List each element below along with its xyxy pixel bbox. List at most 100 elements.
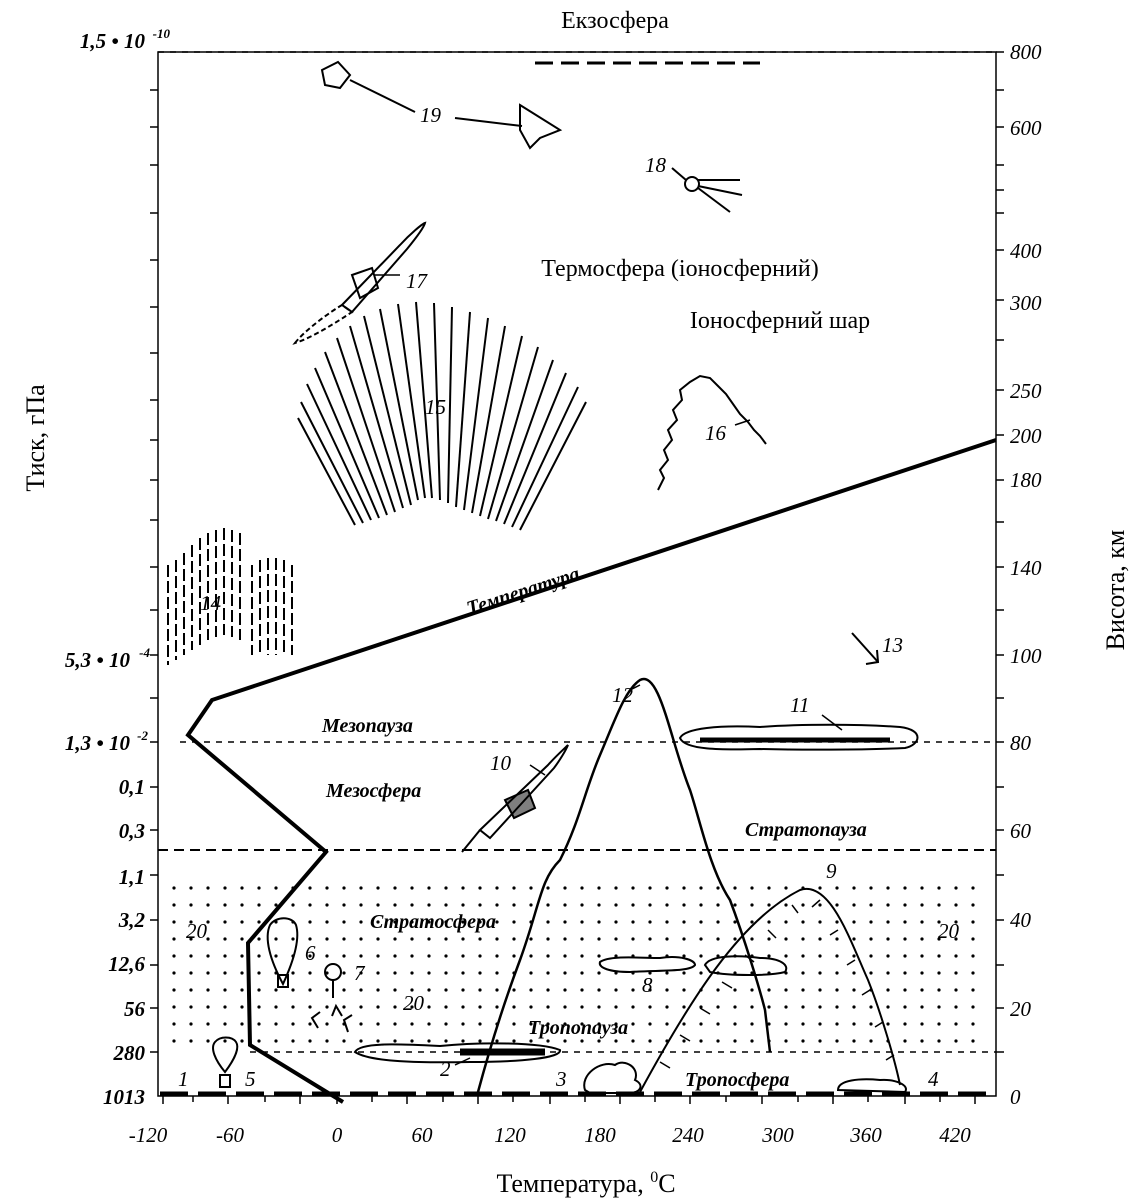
tropopause-label: Тропопауза bbox=[528, 1017, 628, 1039]
rocket-17 bbox=[292, 221, 427, 345]
object-numbers: 1 2 3 4 5 6 7 8 9 10 11 12 13 14 15 16 1… bbox=[178, 103, 960, 1091]
number-15: 15 bbox=[425, 395, 446, 419]
mesosphere-label: Мезосфера bbox=[325, 780, 421, 802]
number-19: 19 bbox=[420, 103, 442, 127]
ionosphere-label: Іоносферний шар bbox=[690, 308, 870, 334]
stratopause-label: Стратопауза bbox=[745, 819, 867, 841]
temperature-curve-label: Температура bbox=[464, 563, 582, 620]
thermosphere-label: Термосфера (іоносферний) bbox=[541, 256, 818, 282]
aurora-14 bbox=[167, 528, 293, 665]
stratosphere-label: Стратосфера bbox=[370, 911, 496, 933]
number-4: 4 bbox=[928, 1067, 939, 1091]
number-13: 13 bbox=[882, 633, 903, 657]
pressure-label: 1,3 • 10 bbox=[65, 731, 131, 755]
height-labels: 800 600 400 300 250 200 180 140 100 80 6… bbox=[1009, 40, 1042, 1109]
number-10: 10 bbox=[490, 751, 512, 775]
pressure-label: 5,3 • 10 bbox=[65, 648, 131, 672]
right-axis-ticks bbox=[996, 51, 1004, 1053]
temperature-curve bbox=[185, 438, 997, 1104]
spacecraft-19 bbox=[320, 60, 563, 150]
y-left-axis-title: Тиск, гПа bbox=[21, 384, 50, 492]
x-axis-title: Температура, 0С bbox=[496, 1169, 675, 1198]
troposphere-label: Тропосфера bbox=[685, 1069, 789, 1091]
number-3: 3 bbox=[555, 1067, 567, 1091]
balloon-5 bbox=[212, 1036, 239, 1088]
x-axis-title-unit: С bbox=[658, 1169, 675, 1198]
y-right-axis-title: Висота, км bbox=[1101, 530, 1130, 651]
mesopause-label: Мезопауза bbox=[321, 715, 413, 737]
aurora-16 bbox=[657, 374, 767, 491]
rocket-10 bbox=[461, 744, 569, 853]
number-12: 12 bbox=[612, 683, 634, 707]
pressure-label-exp: -10 bbox=[153, 26, 171, 41]
height-label: 140 bbox=[1010, 556, 1042, 580]
number-16: 16 bbox=[705, 421, 727, 445]
temp-tick-label: 420 bbox=[939, 1123, 971, 1147]
temp-tick-label: 300 bbox=[761, 1123, 794, 1147]
pressure-label: 1013 bbox=[103, 1085, 145, 1109]
leader-lines bbox=[375, 274, 843, 1066]
pressure-label-exp: -4 bbox=[139, 645, 150, 660]
height-label: 600 bbox=[1010, 116, 1042, 140]
pressure-label: 1,1 bbox=[119, 865, 145, 889]
arrow-13 bbox=[851, 632, 880, 665]
number-11: 11 bbox=[790, 693, 809, 717]
x-axis-title-main: Температура, bbox=[496, 1169, 650, 1198]
number-1: 1 bbox=[178, 1067, 189, 1091]
temp-tick-label: 180 bbox=[584, 1123, 616, 1147]
number-5: 5 bbox=[245, 1067, 256, 1091]
height-label: 180 bbox=[1010, 468, 1042, 492]
exosphere-label: Екзосфера bbox=[561, 8, 669, 34]
pressure-label: 12,6 bbox=[108, 952, 145, 976]
height-label: 100 bbox=[1010, 644, 1042, 668]
height-label: 800 bbox=[1010, 40, 1042, 64]
pressure-label-exp: -2 bbox=[137, 728, 148, 743]
number-6: 6 bbox=[305, 941, 316, 965]
pressure-label: 280 bbox=[113, 1041, 146, 1065]
clouds bbox=[353, 723, 919, 1094]
pressure-label: 0,3 bbox=[119, 819, 145, 843]
height-label: 80 bbox=[1010, 731, 1032, 755]
number-7: 7 bbox=[354, 961, 366, 985]
stratosphere-dots bbox=[170, 883, 985, 1050]
height-label: 0 bbox=[1010, 1085, 1021, 1109]
pressure-label: 56 bbox=[124, 997, 146, 1021]
temp-tick-label: 240 bbox=[672, 1123, 704, 1147]
number-18: 18 bbox=[645, 153, 667, 177]
temp-tick-label: 60 bbox=[412, 1123, 434, 1147]
height-label: 300 bbox=[1009, 291, 1042, 315]
temp-tick-label: -60 bbox=[216, 1123, 244, 1147]
number-20-center: 20 bbox=[403, 991, 425, 1015]
height-label: 60 bbox=[1010, 819, 1032, 843]
height-label: 400 bbox=[1010, 239, 1042, 263]
number-14: 14 bbox=[200, 591, 222, 615]
plot-frame bbox=[157, 51, 997, 1097]
pressure-label: 3,2 bbox=[118, 908, 146, 932]
height-label: 20 bbox=[1010, 997, 1032, 1021]
height-label: 250 bbox=[1010, 379, 1042, 403]
temp-tick-label: -120 bbox=[129, 1123, 168, 1147]
left-axis-ticks bbox=[150, 89, 158, 1053]
height-label: 40 bbox=[1010, 908, 1032, 932]
number-20-left: 20 bbox=[186, 919, 208, 943]
number-20-right: 20 bbox=[938, 919, 960, 943]
satellite-18 bbox=[671, 167, 743, 213]
temp-tick-label: 0 bbox=[332, 1123, 343, 1147]
number-8: 8 bbox=[642, 973, 653, 997]
number-17: 17 bbox=[406, 269, 429, 293]
temp-tick-label: 120 bbox=[494, 1123, 526, 1147]
x-axis-title-sup: 0 bbox=[650, 1169, 658, 1186]
bottom-axis-ticks bbox=[162, 1096, 976, 1104]
balloon-6 bbox=[266, 917, 299, 988]
number-2: 2 bbox=[440, 1057, 451, 1081]
aurora-15 bbox=[297, 301, 587, 531]
number-9: 9 bbox=[826, 859, 837, 883]
curve-12 bbox=[476, 677, 772, 1093]
pressure-label: 1,5 • 10 bbox=[80, 29, 146, 53]
pressure-labels: 1,5 • 10 -10 5,3 • 10 -4 1,3 • 10 -2 0,1… bbox=[65, 26, 171, 1109]
layer-boundaries bbox=[158, 51, 996, 1097]
pressure-label: 0,1 bbox=[119, 775, 145, 799]
radiosonde-7 bbox=[310, 963, 353, 1033]
temperature-tick-labels: -120 -60 0 60 120 180 240 300 360 420 bbox=[129, 1123, 972, 1147]
